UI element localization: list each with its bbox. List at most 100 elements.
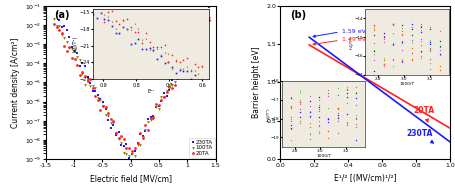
100TA — [193, 41, 198, 43]
230TA — [132, 150, 138, 152]
100TA — [174, 74, 180, 76]
230TA — [135, 142, 140, 144]
230TA — [140, 135, 146, 137]
20TA — [140, 137, 146, 139]
20TA — [148, 117, 153, 120]
100TA — [161, 96, 167, 99]
230TA — [174, 65, 180, 68]
100TA — [137, 143, 143, 146]
20TA — [156, 104, 162, 107]
100TA — [132, 155, 138, 157]
230TA — [206, 6, 212, 8]
Text: 20TA: 20TA — [413, 106, 434, 122]
Text: (b): (b) — [290, 10, 307, 20]
230TA — [203, 12, 209, 14]
230TA — [201, 14, 206, 16]
100TA — [156, 108, 162, 111]
100TA — [187, 47, 193, 49]
20TA — [187, 57, 193, 59]
230TA — [196, 25, 201, 27]
100TA — [177, 71, 182, 74]
230TA — [159, 100, 164, 102]
20TA — [180, 66, 185, 68]
100TA — [172, 81, 177, 83]
20TA — [206, 19, 212, 21]
230TA — [169, 79, 175, 81]
230TA — [156, 105, 162, 107]
20TA — [146, 128, 151, 131]
230TA — [172, 76, 177, 78]
20TA — [182, 64, 188, 67]
X-axis label: Electric field [MV/cm]: Electric field [MV/cm] — [90, 174, 172, 183]
20TA — [198, 37, 204, 39]
20TA — [193, 45, 198, 48]
X-axis label: E¹/² [(MV/cm)¹/²]: E¹/² [(MV/cm)¹/²] — [334, 174, 397, 183]
230TA — [148, 115, 153, 118]
Line: 20TA: 20TA — [131, 18, 210, 152]
20TA — [196, 36, 201, 38]
20TA — [137, 132, 143, 134]
Line: 100TA: 100TA — [131, 14, 210, 157]
100TA — [185, 49, 191, 51]
20TA — [169, 87, 175, 89]
230TA — [187, 41, 193, 43]
20TA — [174, 77, 180, 79]
100TA — [182, 55, 188, 58]
230TA — [193, 33, 198, 35]
100TA — [135, 144, 140, 147]
20TA — [161, 96, 167, 98]
100TA — [140, 135, 146, 138]
Legend: 230TA, 100TA, 20TA: 230TA, 100TA, 20TA — [189, 138, 215, 158]
230TA — [177, 65, 182, 67]
100TA — [206, 16, 212, 19]
20TA — [151, 116, 156, 118]
230TA — [198, 24, 204, 27]
100TA — [190, 46, 196, 48]
20TA — [135, 141, 140, 144]
230TA — [146, 118, 151, 120]
20TA — [143, 124, 148, 126]
100TA — [146, 121, 151, 123]
100TA — [169, 84, 175, 86]
Text: 230TA: 230TA — [406, 129, 434, 143]
100TA — [143, 129, 148, 132]
100TA — [180, 70, 185, 72]
100TA — [130, 153, 135, 155]
20TA — [201, 33, 206, 35]
100TA — [203, 14, 209, 16]
230TA — [167, 89, 172, 91]
100TA — [167, 84, 172, 86]
20TA — [172, 84, 177, 86]
230TA — [164, 95, 169, 97]
Text: (a): (a) — [54, 10, 70, 20]
20TA — [153, 103, 159, 105]
20TA — [132, 147, 138, 149]
Y-axis label: Barrier height [eV]: Barrier height [eV] — [252, 47, 261, 118]
20TA — [203, 34, 209, 36]
230TA — [182, 46, 188, 48]
230TA — [185, 47, 191, 49]
100TA — [198, 24, 204, 26]
20TA — [185, 56, 191, 59]
230TA — [130, 153, 135, 155]
230TA — [161, 92, 167, 94]
230TA — [153, 106, 159, 108]
20TA — [167, 86, 172, 88]
230TA — [151, 115, 156, 117]
20TA — [130, 149, 135, 152]
20TA — [164, 91, 169, 93]
100TA — [153, 106, 159, 108]
100TA — [151, 118, 156, 120]
Line: 230TA: 230TA — [131, 5, 210, 155]
Text: 1.49 eV: 1.49 eV — [342, 37, 365, 42]
20TA — [177, 69, 182, 71]
230TA — [180, 62, 185, 64]
Y-axis label: Current density [A/cm²]: Current density [A/cm²] — [10, 37, 20, 128]
230TA — [143, 130, 148, 132]
230TA — [137, 133, 143, 136]
230TA — [190, 41, 196, 43]
100TA — [148, 119, 153, 121]
100TA — [164, 90, 169, 93]
100TA — [159, 96, 164, 99]
20TA — [159, 99, 164, 101]
